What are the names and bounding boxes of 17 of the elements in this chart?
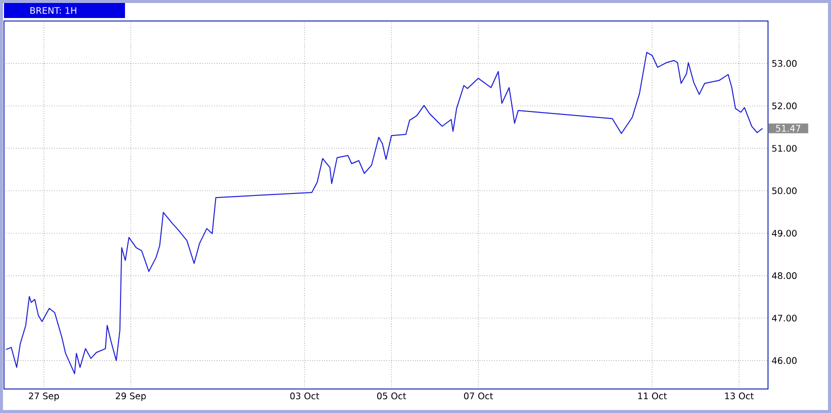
x-tick-label: 27 Sep (28, 392, 59, 402)
y-tick-label: 53.00 (772, 60, 797, 67)
y-tick-label: 51.00 (772, 144, 797, 152)
y-tick-label: 48.00 (772, 272, 797, 280)
x-tick-label: 29 Sep (116, 392, 146, 402)
x-tick-label: 03 Oct (290, 392, 320, 400)
x-tick-label: 05 Oct (377, 392, 406, 400)
x-tick-label: 11 Oct (638, 392, 667, 400)
x-tick-label: 13 Oct (725, 392, 754, 400)
text: 51.47 (776, 125, 800, 132)
chart-title: BRENT: 1H (30, 7, 76, 14)
x-tick-label: 07 Oct (464, 392, 493, 400)
y-tick-label: 47.00 (772, 314, 797, 322)
y-tick-label: 46.00 (772, 357, 797, 364)
y-tick-label: 50.00 (772, 187, 797, 194)
y-tick-label: 52.00 (772, 102, 797, 110)
y-tick-label: 49.00 (772, 230, 797, 237)
